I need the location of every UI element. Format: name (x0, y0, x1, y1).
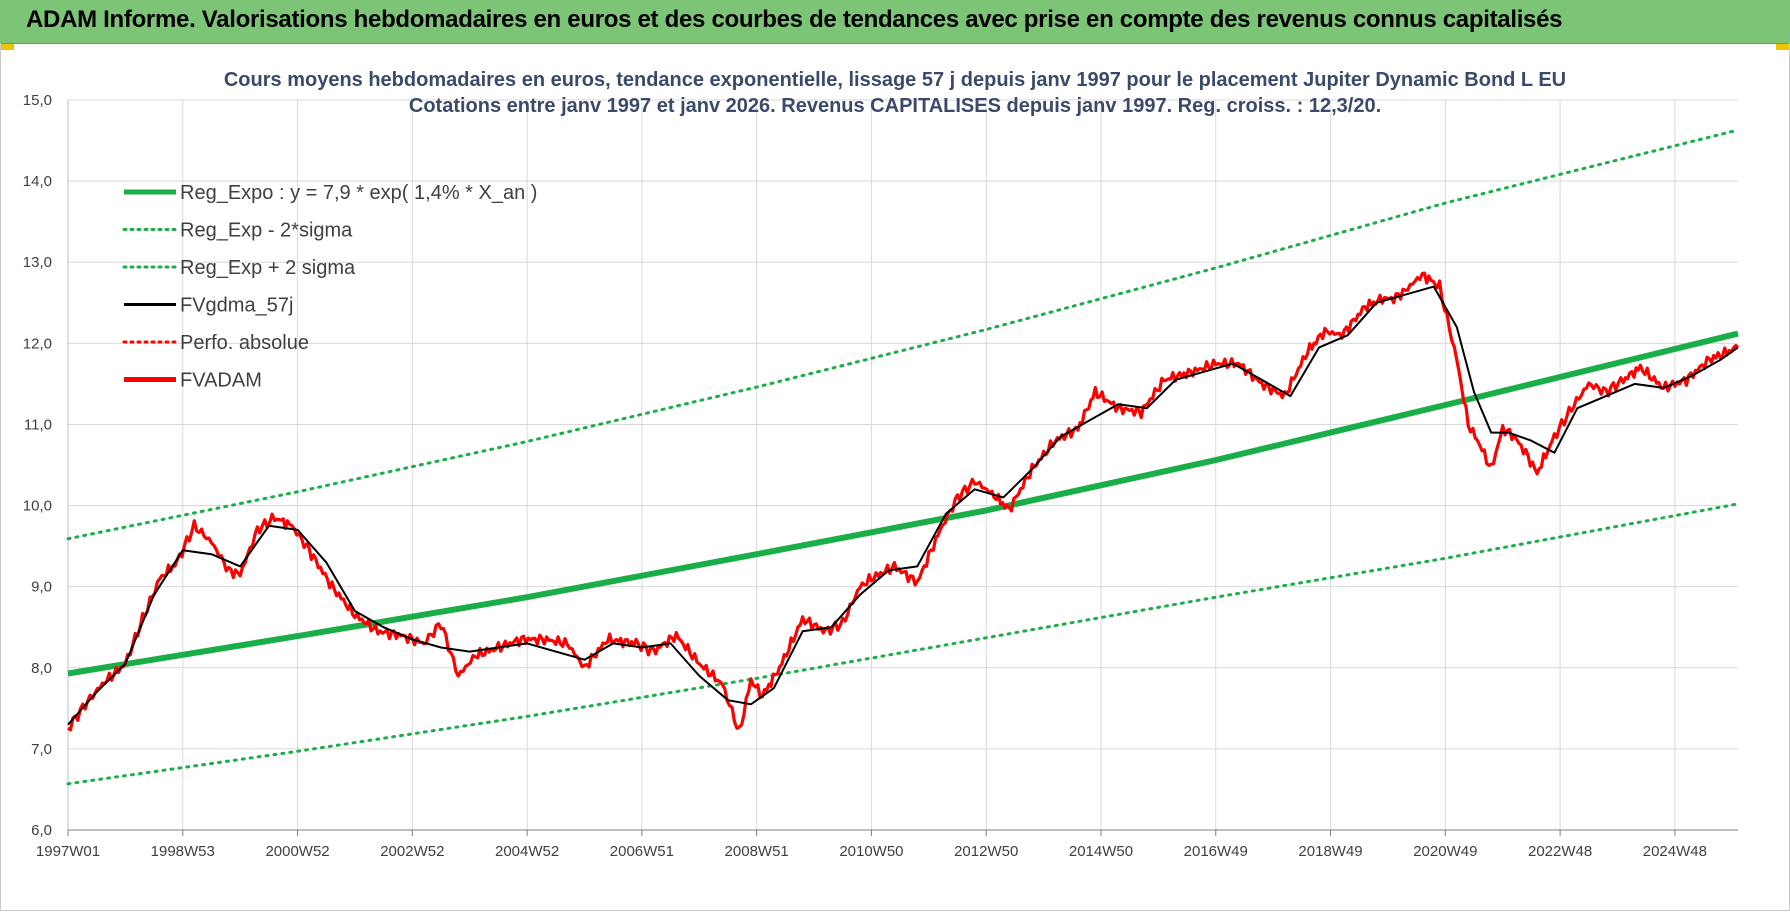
y-tick-label: 9,0 (31, 579, 52, 596)
y-tick-label: 15,0 (23, 92, 52, 109)
x-tick-label: 2016W49 (1184, 843, 1248, 860)
x-tick-label: 2000W52 (265, 843, 329, 860)
x-tick-label: 2004W52 (495, 843, 559, 860)
legend-entry: FVADAM (124, 370, 262, 392)
series-layer (66, 128, 1740, 786)
x-tick-label: 2020W49 (1413, 843, 1477, 860)
line-chart: 15,0 14,0 13,0 12,0 11,0 10,0 9,0 8,0 7,0 6,0 1997… (23, 69, 1740, 860)
y-tick-label: 6,0 (31, 822, 52, 839)
chart-title-line-2: Cotations entre janv 1997 et janv 2026. … (409, 95, 1381, 117)
x-tick-label: 2010W50 (839, 843, 903, 860)
x-tick-label: 1998W53 (151, 843, 215, 860)
y-tick-label: 7,0 (31, 741, 52, 758)
header-bar: ADAM Informe. Valorisations hebdomadaire… (0, 0, 1790, 44)
legend: Reg_Expo : y = 7,9 * exp( 1,4% * X_an ) R… (122, 182, 537, 392)
x-tick-label: 2008W51 (725, 843, 789, 860)
y-tick-label: 10,0 (23, 498, 52, 515)
x-tick-label: 2006W51 (610, 843, 674, 860)
legend-entry: FVgdma_57j (124, 295, 293, 317)
legend-entry: Reg_Exp + 2 sigma (122, 257, 356, 279)
corner-marker-top-left (0, 44, 14, 50)
x-tick-label: 2012W50 (954, 843, 1018, 860)
series-reg-expo (67, 330, 1739, 677)
legend-label: FVADAM (180, 370, 262, 392)
series-reg-exp-plus-2sigma (66, 128, 1740, 541)
series-reg-exp-minus-2sigma (66, 502, 1740, 786)
corner-marker-top-right (1776, 44, 1790, 50)
x-tick-label: 1997W01 (36, 843, 100, 860)
y-tick-label: 8,0 (31, 660, 52, 677)
x-tick-label: 2022W48 (1528, 843, 1592, 860)
legend-label: Reg_Exp + 2 sigma (180, 257, 356, 279)
chart-title-line-1: Cours moyens hebdomadaires en euros, ten… (224, 69, 1566, 91)
legend-label: Reg_Expo : y = 7,9 * exp( 1,4% * X_an ) (180, 182, 537, 204)
series-fvgdma-57j (67, 285, 1739, 726)
header-title: ADAM Informe. Valorisations hebdomadaire… (26, 6, 1563, 33)
legend-entry: Reg_Exp - 2*sigma (122, 220, 353, 242)
legend-entry: Perfo. absolue (122, 332, 309, 354)
legend-label: Perfo. absolue (180, 332, 309, 354)
legend-label: Reg_Exp - 2*sigma (180, 220, 353, 242)
y-tick-label: 14,0 (23, 173, 52, 190)
legend-label: FVgdma_57j (180, 295, 293, 317)
axes: 15,0 14,0 13,0 12,0 11,0 10,0 9,0 8,0 7,0 6,0 1997… (23, 92, 1738, 860)
series-fvadam (67, 271, 1740, 732)
y-tick-label: 13,0 (23, 254, 52, 271)
x-tick-label: 2014W50 (1069, 843, 1133, 860)
x-tick-label: 2018W49 (1298, 843, 1362, 860)
legend-entry: Reg_Expo : y = 7,9 * exp( 1,4% * X_an ) (124, 182, 537, 204)
y-tick-label: 11,0 (24, 416, 52, 433)
y-tick-label: 12,0 (23, 335, 52, 352)
x-tick-label: 2024W48 (1643, 843, 1707, 860)
x-tick-label: 2002W52 (380, 843, 444, 860)
